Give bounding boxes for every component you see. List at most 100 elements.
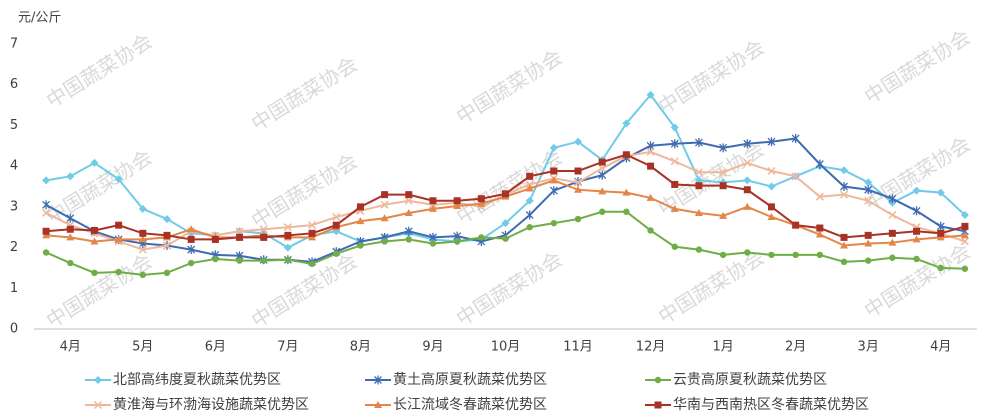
marker bbox=[743, 139, 752, 149]
marker bbox=[139, 229, 147, 237]
marker bbox=[912, 235, 921, 243]
legend-label: 长江流域冬春蔬菜优势区 bbox=[393, 397, 547, 413]
marker bbox=[670, 123, 679, 132]
marker bbox=[840, 241, 849, 249]
watermark: 中国蔬菜协会 bbox=[452, 247, 566, 331]
legend-label: 黄淮海与环渤海设施蔬菜优势区 bbox=[113, 396, 309, 413]
marker bbox=[815, 230, 824, 238]
marker bbox=[283, 243, 292, 252]
marker bbox=[525, 196, 534, 205]
marker bbox=[260, 233, 268, 241]
marker bbox=[960, 231, 969, 239]
marker bbox=[42, 208, 51, 217]
marker bbox=[864, 185, 873, 195]
marker bbox=[791, 172, 800, 181]
marker bbox=[839, 190, 849, 199]
marker bbox=[767, 182, 776, 191]
y-tick-label: 3 bbox=[10, 199, 18, 214]
marker bbox=[743, 158, 752, 167]
marker bbox=[864, 257, 872, 264]
marker bbox=[525, 184, 534, 192]
marker bbox=[694, 208, 703, 216]
marker bbox=[960, 211, 969, 219]
marker bbox=[526, 172, 534, 180]
marker bbox=[356, 203, 364, 211]
marker bbox=[114, 235, 123, 243]
marker bbox=[671, 180, 679, 188]
marker bbox=[550, 219, 558, 227]
x-tick-label: 7月 bbox=[277, 340, 298, 355]
marker bbox=[719, 182, 727, 190]
marker bbox=[936, 233, 945, 241]
y-tick-label: 6 bbox=[10, 77, 18, 92]
marker bbox=[913, 255, 920, 263]
marker bbox=[646, 147, 655, 156]
marker bbox=[888, 210, 897, 220]
marker bbox=[888, 194, 897, 204]
marker bbox=[670, 204, 679, 212]
marker bbox=[283, 223, 292, 232]
watermark: 中国蔬菜协会 bbox=[654, 35, 768, 119]
marker bbox=[646, 193, 655, 201]
marker bbox=[670, 139, 679, 149]
marker bbox=[574, 137, 583, 146]
legend-marker bbox=[374, 375, 382, 385]
marker bbox=[90, 237, 99, 245]
legend-marker bbox=[374, 401, 382, 408]
marker bbox=[404, 196, 413, 205]
marker bbox=[670, 157, 679, 166]
marker bbox=[404, 208, 413, 216]
marker bbox=[236, 257, 243, 264]
series bbox=[42, 151, 969, 243]
series bbox=[42, 90, 969, 252]
watermark: 中国蔬菜协会 bbox=[654, 245, 768, 329]
marker bbox=[42, 231, 51, 239]
marker bbox=[163, 269, 171, 277]
marker bbox=[211, 235, 219, 243]
marker bbox=[477, 199, 486, 207]
marker bbox=[284, 256, 292, 263]
marker bbox=[115, 221, 123, 229]
marker bbox=[163, 231, 171, 239]
marker bbox=[719, 211, 728, 219]
series bbox=[42, 208, 969, 279]
marker bbox=[212, 255, 219, 263]
marker bbox=[549, 186, 558, 196]
legend-label: 黄土高原夏秋蔬菜优势区 bbox=[393, 371, 547, 388]
marker bbox=[937, 264, 944, 272]
marker bbox=[187, 235, 195, 243]
marker bbox=[719, 168, 728, 177]
marker bbox=[67, 259, 74, 267]
x-tick-label: 8月 bbox=[350, 340, 371, 355]
marker bbox=[235, 227, 244, 236]
marker bbox=[599, 208, 606, 215]
marker bbox=[816, 251, 824, 259]
marker bbox=[90, 158, 99, 167]
marker bbox=[66, 233, 75, 241]
watermark: 中国蔬菜协会 bbox=[452, 45, 566, 129]
marker bbox=[549, 143, 558, 152]
marker bbox=[357, 242, 364, 249]
x-tick-label: 11月 bbox=[563, 340, 593, 355]
marker bbox=[864, 196, 873, 205]
marker bbox=[429, 240, 437, 247]
marker bbox=[912, 206, 921, 216]
marker bbox=[744, 249, 751, 256]
series bbox=[42, 133, 969, 267]
marker bbox=[743, 202, 752, 210]
marker bbox=[840, 258, 848, 266]
marker bbox=[647, 162, 655, 170]
marker bbox=[598, 170, 607, 180]
marker bbox=[138, 235, 147, 243]
marker bbox=[767, 137, 776, 147]
marker bbox=[526, 224, 533, 231]
marker bbox=[477, 195, 485, 203]
marker bbox=[42, 176, 51, 185]
marker bbox=[259, 225, 268, 234]
marker bbox=[138, 204, 147, 213]
y-tick-label: 7 bbox=[10, 37, 18, 52]
marker bbox=[139, 271, 147, 279]
marker bbox=[502, 235, 509, 242]
marker bbox=[936, 188, 945, 197]
